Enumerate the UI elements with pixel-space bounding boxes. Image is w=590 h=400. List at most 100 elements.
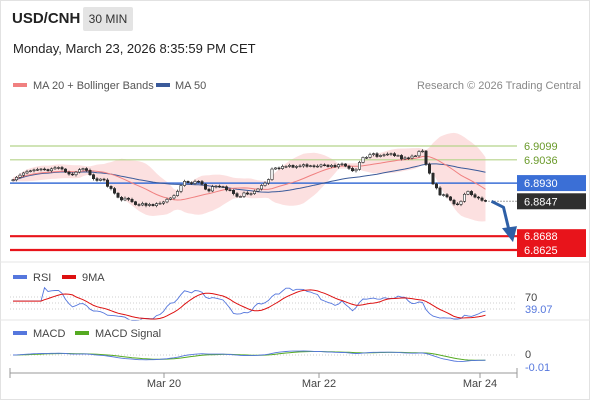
candle-up [25, 171, 29, 174]
candle-down [305, 164, 309, 167]
ma20-legend-label: MA 20 + Bollinger Bands [33, 80, 154, 92]
candle-down [127, 197, 131, 200]
macd-level-label: 0 [525, 349, 531, 361]
candle-up [266, 179, 270, 184]
candle-up [340, 163, 344, 166]
candle-down [64, 168, 68, 173]
candle-down [42, 168, 46, 171]
rsi-last-value: 39.07 [525, 304, 553, 316]
candle-up [148, 204, 152, 206]
candle-up [361, 157, 365, 163]
candle-down [102, 178, 106, 181]
candle-up [179, 185, 183, 192]
candle-down [473, 194, 477, 198]
candle-down [113, 188, 117, 194]
candle-up [239, 196, 243, 198]
candle-up [172, 195, 176, 199]
candle-down [246, 192, 250, 195]
candle-up [357, 162, 361, 170]
macd-signal-legend-label: MACD Signal [95, 328, 161, 340]
candle-down [232, 190, 236, 194]
candle-down [71, 173, 75, 176]
candle-up [364, 157, 368, 159]
forecast-arrowhead [502, 226, 517, 243]
macd-panel [10, 350, 517, 363]
candle-up [39, 168, 43, 171]
candle-up [249, 193, 253, 195]
last-price-label: 6.8847 [524, 196, 558, 208]
candle-down [144, 203, 148, 206]
candle-down [469, 191, 473, 196]
pivot-tag [517, 175, 586, 192]
candle-down [343, 163, 347, 167]
candle-up [417, 151, 421, 157]
macd-last-value: -0.01 [525, 362, 550, 374]
candle-down [207, 188, 211, 192]
candle-down [116, 192, 120, 198]
candle-up [214, 185, 218, 188]
candle-up [389, 153, 393, 155]
candle-down [225, 186, 229, 191]
candlesticks [11, 149, 487, 208]
macd-line [12, 350, 486, 363]
candle-up [242, 192, 246, 197]
candle-up [18, 174, 22, 178]
candle-down [190, 182, 194, 184]
candle-up [403, 157, 407, 160]
candle-up [49, 168, 53, 172]
candle-down [67, 171, 71, 175]
candle-up [99, 178, 103, 181]
candle-down [186, 181, 190, 183]
candle-up [280, 166, 284, 169]
timeframe-button[interactable]: 30 MIN [83, 7, 133, 31]
candle-down [434, 183, 438, 189]
ma20-legend-swatch [13, 83, 27, 87]
candle-down [46, 169, 50, 172]
candle-down [228, 189, 232, 191]
candle-down [221, 186, 225, 188]
candle-up [319, 164, 323, 167]
candle-up [183, 181, 187, 186]
candle-down [448, 196, 452, 201]
support-label: 6.8688 [524, 231, 558, 243]
level-tags: 6.9099 6.9036 6.8930 6.8847 6.8688 6.8625 [490, 141, 586, 257]
candle-up [35, 169, 39, 171]
candle-down [151, 204, 155, 206]
copyright-label: Research © 2026 Trading Central [417, 80, 581, 92]
macd-legend-swatch [13, 331, 27, 335]
candle-down [347, 165, 351, 169]
candle-up [294, 166, 298, 168]
candle-up [329, 165, 333, 167]
macd-signal-legend-swatch [75, 331, 89, 335]
candle-up [368, 154, 372, 158]
candle-up [256, 188, 260, 192]
candle-up [81, 168, 85, 170]
candle-up [284, 166, 288, 168]
ma50-line [12, 163, 486, 193]
candle-down [427, 163, 431, 174]
candle-down [200, 181, 204, 185]
rsi-legend-swatch [13, 275, 27, 279]
candle-up [385, 153, 389, 156]
candle-down [109, 186, 113, 189]
candle-down [452, 199, 456, 205]
rsi-panel [10, 286, 517, 322]
candle-down [483, 200, 487, 202]
candle-up [32, 169, 36, 172]
macd-legend-label: MACD [33, 328, 65, 340]
candle-up [273, 167, 277, 170]
candle-up [259, 185, 263, 190]
candle-up [301, 164, 305, 167]
candle-down [392, 153, 396, 156]
x-axis-ticks: Mar 20 Mar 22 Mar 24 [9, 368, 518, 390]
candle-down [85, 168, 89, 171]
rsi-ma-line [13, 289, 486, 320]
candle-up [466, 191, 470, 195]
candle-up [396, 155, 400, 157]
symbol-title: USD/CNH [12, 10, 81, 27]
candle-down [333, 165, 337, 168]
support-label: 6.8625 [524, 245, 558, 257]
candle-down [88, 170, 92, 176]
candle-up [211, 186, 215, 192]
candle-up [176, 191, 180, 196]
